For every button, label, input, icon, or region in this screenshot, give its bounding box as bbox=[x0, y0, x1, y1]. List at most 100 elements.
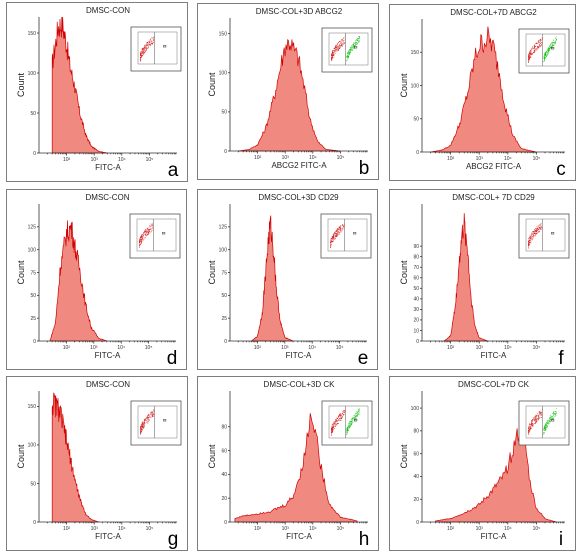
inset-gate-marker bbox=[354, 46, 358, 49]
x-tick-label: 10³ bbox=[90, 345, 98, 351]
panel-title: DMSC-COL+3D CK bbox=[264, 380, 336, 389]
inset-gate-marker bbox=[353, 232, 357, 235]
inset-plot-area bbox=[137, 405, 178, 439]
y-axis-label: Count bbox=[207, 72, 217, 97]
y-tick-label: 0 bbox=[416, 520, 419, 526]
y-tick-label: 80 bbox=[413, 254, 419, 260]
x-axis-label: FITC-A bbox=[481, 532, 507, 541]
x-axis-label: ABCG2 FITC-A bbox=[466, 162, 522, 171]
y-tick-label: 60 bbox=[413, 451, 419, 457]
panel-title: DMSC-COL+7D CK bbox=[458, 380, 530, 389]
y-tick-label: 40 bbox=[413, 297, 419, 303]
y-tick-label: 100 bbox=[219, 247, 228, 253]
histogram-svg: DMSC-CON 0 50 100 150 10² 10³ 10⁴ 10⁵ FITC-A Count… bbox=[16, 6, 182, 181]
x-tick-label: 10² bbox=[254, 345, 262, 351]
x-tick-label: 10⁴ bbox=[504, 526, 512, 532]
histogram-panel-d: DMSC-CON 0 25 50 75 100 125 10² 10³ 10⁴ 10⁵ FITC-A C… bbox=[6, 189, 187, 370]
x-tick-label: 10² bbox=[63, 526, 71, 532]
x-tick-label: 10⁴ bbox=[118, 526, 126, 532]
y-tick-label: 10 bbox=[413, 328, 419, 334]
panel-letter: a bbox=[168, 160, 179, 181]
x-tick-label: 10² bbox=[254, 155, 262, 161]
inset-plot-area bbox=[137, 31, 178, 65]
x-tick-label: 10² bbox=[63, 157, 71, 163]
y-tick-label: 70 bbox=[413, 265, 419, 271]
inset-dot-plot bbox=[320, 213, 372, 259]
y-axis-label: Count bbox=[399, 260, 409, 285]
x-tick-label: 10² bbox=[447, 526, 455, 532]
x-axis-label: FITC-A bbox=[95, 163, 121, 172]
inset-dot-plot bbox=[321, 27, 373, 73]
histogram-area bbox=[51, 392, 100, 523]
y-tick-label: 40 bbox=[221, 472, 227, 478]
x-tick-label: 10⁴ bbox=[504, 156, 512, 162]
y-tick-label: 0 bbox=[33, 520, 36, 526]
histogram-svg: DMSC-COL+7D ABCG2 0 50 100 150 10² 10³ 10⁴ 10⁵ AB… bbox=[399, 8, 570, 180]
y-tick-label: 0 bbox=[224, 339, 227, 345]
histogram-svg: DMSC-COL+3D ABCG2 0 50 100 150 10² 10³ 10⁴ 10⁵ AB… bbox=[207, 7, 373, 179]
histogram-area bbox=[435, 423, 557, 523]
x-tick-label: 10³ bbox=[476, 156, 484, 162]
inset-green-events bbox=[346, 408, 360, 436]
y-tick-label: 100 bbox=[28, 443, 37, 449]
histogram-panel-e: DMSC-COL+3D CD29 0 25 50 75 100 125 10² 10³ 10⁴ 10… bbox=[197, 189, 378, 370]
y-tick-label: 40 bbox=[413, 474, 419, 480]
x-axis-label: FITC-A bbox=[95, 532, 121, 541]
histogram-area bbox=[443, 213, 488, 342]
inset-dot-plot bbox=[321, 400, 373, 446]
x-tick-label: 10³ bbox=[91, 157, 99, 163]
inset-plot-area bbox=[525, 405, 566, 439]
x-tick-label: 10³ bbox=[91, 526, 99, 532]
x-tick-label: 10⁵ bbox=[337, 526, 345, 532]
inset-plot-area bbox=[525, 33, 566, 67]
y-tick-label: 50 bbox=[221, 110, 227, 116]
y-tick-label: 125 bbox=[219, 225, 228, 231]
histogram-area bbox=[250, 215, 295, 342]
panel-letter: f bbox=[558, 348, 564, 369]
histogram-svg: DMSC-COL+3D CD29 0 25 50 75 100 125 10² 10³ 10⁴ 10… bbox=[207, 193, 372, 369]
y-tick-label: 125 bbox=[28, 225, 37, 231]
y-tick-label: 100 bbox=[411, 83, 420, 89]
inset-dot-plot bbox=[130, 400, 182, 446]
histogram-panel-b: DMSC-COL+3D ABCG2 0 50 100 150 10² 10³ 10⁴ 10⁵ AB… bbox=[197, 3, 379, 180]
y-tick-label: 150 bbox=[219, 31, 228, 37]
x-tick-label: 10⁴ bbox=[308, 345, 316, 351]
y-axis-label: Count bbox=[207, 444, 217, 469]
y-tick-label: 20 bbox=[413, 318, 419, 324]
x-tick-label: 10⁵ bbox=[533, 156, 541, 162]
y-tick-label: 150 bbox=[28, 404, 37, 410]
x-tick-label: 10⁴ bbox=[117, 345, 125, 351]
y-axis-label: Count bbox=[399, 73, 409, 98]
histogram-panel-a: DMSC-CON 0 50 100 150 10² 10³ 10⁴ 10⁵ FITC-A Count… bbox=[6, 2, 188, 182]
inset-gate-marker bbox=[163, 419, 167, 422]
panel-title: DMSC-COL+7D ABCG2 bbox=[450, 8, 537, 17]
y-tick-label: 0 bbox=[33, 151, 36, 157]
panel-title: DMSC-CON bbox=[86, 6, 130, 15]
x-tick-label: 10³ bbox=[281, 345, 289, 351]
x-tick-label: 10² bbox=[447, 156, 455, 162]
panel-title: DMSC-COL+3D CD29 bbox=[258, 193, 339, 202]
inset-red-events bbox=[528, 223, 543, 249]
y-tick-label: 0 bbox=[416, 150, 419, 156]
y-tick-label: 150 bbox=[28, 31, 37, 37]
panel-title: DMSC-CON bbox=[86, 193, 130, 202]
x-tick-label: 10⁵ bbox=[146, 526, 154, 532]
inset-dot-plot bbox=[518, 28, 570, 74]
y-tick-label: 0 bbox=[224, 149, 227, 155]
panel-letter: c bbox=[556, 159, 566, 180]
y-tick-label: 50 bbox=[221, 293, 227, 299]
panel-letter: e bbox=[358, 348, 369, 369]
panel-title: DMSC-COL+ 7D CD29 bbox=[452, 193, 535, 202]
y-tick-label: 75 bbox=[30, 270, 36, 276]
inset-red-events bbox=[331, 36, 346, 62]
x-tick-label: 10⁵ bbox=[146, 157, 154, 163]
y-tick-label: 100 bbox=[28, 247, 37, 253]
histogram-panel-h: DMSC-COL+3D CK 0 20 40 60 80 10² 10³ 10⁴ 10⁵ FITC-… bbox=[197, 376, 379, 551]
x-axis-label: ABCG2 FITC-A bbox=[271, 161, 327, 170]
inset-red-events bbox=[330, 223, 345, 248]
x-tick-label: 10⁴ bbox=[118, 157, 126, 163]
histogram-panel-c: DMSC-COL+7D ABCG2 0 50 100 150 10² 10³ 10⁴ 10⁵ AB… bbox=[389, 4, 576, 181]
histogram-area bbox=[51, 16, 108, 154]
y-axis-label: Count bbox=[16, 260, 26, 285]
